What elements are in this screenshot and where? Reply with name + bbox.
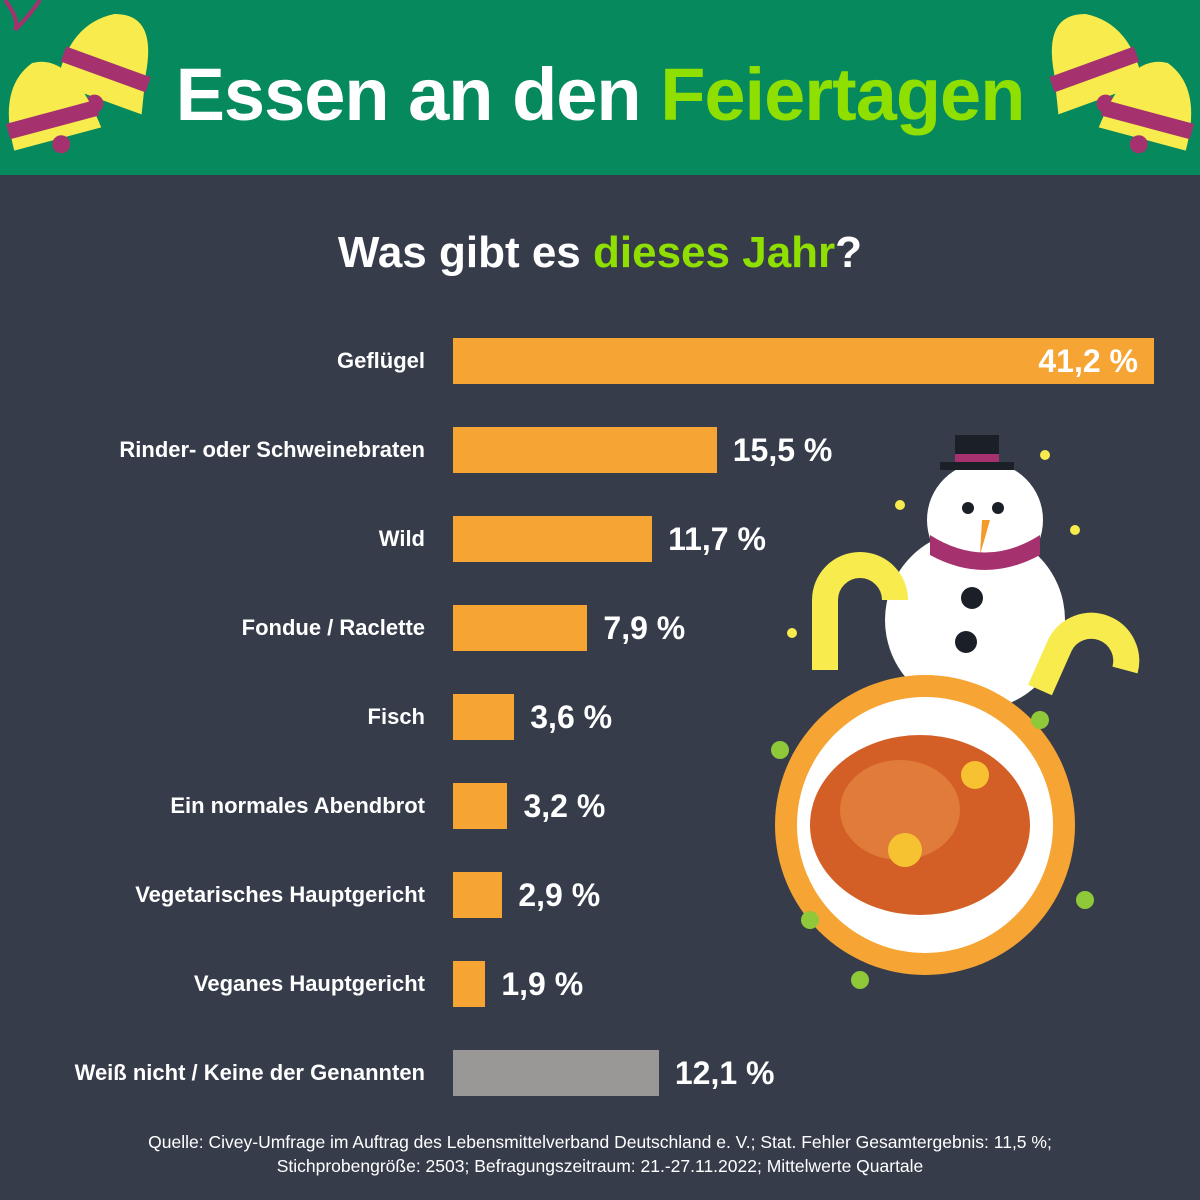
title-part2: Feiertagen: [660, 53, 1025, 136]
bells-left-icon: [3, 0, 151, 154]
bar: [453, 516, 653, 562]
value-label: 3,2 %: [523, 788, 606, 824]
bar: [453, 427, 717, 473]
category-label: Fisch: [367, 704, 425, 729]
bells-right-icon: [1049, 13, 1194, 154]
category-label: Vegetarisches Hauptgericht: [135, 882, 425, 907]
subtitle-part1: Was gibt es: [337, 228, 581, 277]
category-label: Fondue / Raclette: [241, 615, 425, 640]
category-label: Weiß nicht / Keine der Genannten: [74, 1060, 425, 1085]
bar: [453, 338, 1154, 384]
category-label: Wild: [378, 526, 425, 551]
subtitle-part2: dieses Jahr: [593, 228, 836, 277]
page-title: Essen an den Feiertagen: [0, 52, 1200, 137]
title-part1: Essen an den: [175, 53, 642, 136]
value-label: 1,9 %: [501, 966, 584, 1002]
value-label: 7,9 %: [603, 610, 686, 646]
snowman-turkey-illustration: [771, 435, 1140, 989]
bar: [453, 694, 515, 740]
value-label: 2,9 %: [518, 877, 601, 913]
value-label: 41,2 %: [1038, 343, 1138, 379]
value-label: 11,7 %: [668, 521, 766, 557]
bar: [453, 961, 486, 1007]
source-line-1: Quelle: Civey-Umfrage im Auftrag des Leb…: [148, 1132, 1052, 1152]
header-banner: Essen an den Feiertagen: [0, 0, 1200, 175]
source-line-2: Stichprobengröße: 2503; Befragungszeitra…: [276, 1156, 924, 1176]
value-label: 15,5 %: [732, 432, 833, 468]
bar: [453, 872, 503, 918]
bar: [453, 783, 508, 829]
category-label: Veganes Hauptgericht: [193, 971, 425, 996]
category-label: Rinder- oder Schweinebraten: [119, 437, 425, 462]
subtitle-part3: ?: [835, 228, 863, 277]
value-label: 3,6 %: [530, 699, 613, 735]
value-label: 12,1 %: [674, 1055, 775, 1091]
source-note: Quelle: Civey-Umfrage im Auftrag des Leb…: [0, 1130, 1200, 1178]
category-label: Geflügel: [336, 348, 425, 373]
category-label: Ein normales Abendbrot: [170, 793, 425, 818]
chart-title: Was gibt es dieses Jahr?: [0, 228, 1200, 278]
bar: [453, 1050, 659, 1096]
bar: [453, 605, 588, 651]
